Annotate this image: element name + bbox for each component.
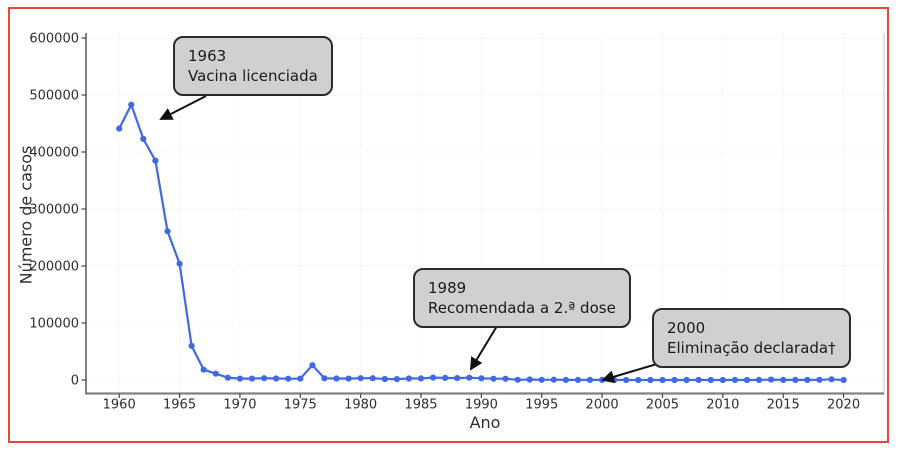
data-point — [731, 376, 739, 383]
y-tick-label: 0 — [71, 374, 79, 389]
data-point — [442, 374, 449, 381]
annotation-label: Eliminação declarada† — [667, 339, 836, 357]
data-point — [526, 376, 533, 383]
data-point — [828, 376, 835, 383]
data-point — [285, 375, 292, 382]
data-point — [321, 375, 328, 382]
data-point — [309, 362, 316, 369]
series-casos — [116, 101, 847, 384]
annotation-box-1989: 1989 Recomendada a 2.ª dose — [413, 268, 631, 328]
data-point — [333, 375, 340, 382]
data-point — [816, 376, 823, 383]
y-tick-label: 400000 — [29, 146, 79, 161]
x-tick-label: 2010 — [706, 398, 739, 413]
x-tick-label: 1995 — [525, 398, 558, 413]
annotation-label: Vacina licenciada — [188, 67, 318, 85]
data-point — [345, 375, 352, 382]
x-tick-label: 1960 — [103, 398, 136, 413]
annotation-year: 1963 — [188, 47, 227, 65]
x-tick-label: 1975 — [284, 398, 317, 413]
y-tick-label: 500000 — [29, 89, 79, 104]
data-point — [273, 375, 280, 382]
data-point — [683, 376, 690, 384]
data-point — [755, 376, 763, 383]
x-tick-label: 1970 — [223, 398, 256, 413]
data-point — [164, 228, 171, 235]
data-point — [707, 376, 714, 384]
data-point — [212, 370, 219, 377]
x-tick-label: 2020 — [827, 398, 860, 413]
data-point — [116, 125, 123, 132]
data-point — [768, 376, 775, 383]
data-point — [502, 375, 509, 382]
x-tick-label: 1965 — [163, 398, 196, 413]
data-point — [128, 101, 135, 108]
data-point — [393, 376, 400, 383]
data-point — [405, 375, 412, 382]
data-point — [176, 260, 183, 267]
axis-ticks: 1960 1965 1970 1975 1980 1985 1990 1995 2000 2005… — [29, 32, 860, 413]
x-tick-label: 1980 — [344, 398, 377, 413]
data-point — [780, 376, 787, 383]
x-axis-label: Ano — [469, 413, 501, 432]
annotation-arrow — [159, 95, 207, 120]
data-point — [297, 375, 304, 382]
annotation-year: 2000 — [667, 319, 706, 337]
data-point — [550, 376, 557, 383]
data-point — [188, 342, 195, 349]
annotation-arrow — [601, 363, 658, 384]
annotation-label: Recomendada a 2.ª dose — [428, 299, 616, 317]
axes-spines — [85, 33, 885, 395]
data-point — [369, 375, 376, 382]
data-point — [430, 374, 437, 381]
y-tick-label: 100000 — [29, 317, 79, 332]
data-point — [574, 376, 582, 383]
data-point — [417, 375, 425, 382]
data-point — [635, 376, 642, 384]
data-point — [840, 376, 847, 384]
data-point — [248, 375, 256, 382]
data-point — [200, 366, 207, 373]
data-point — [454, 375, 461, 382]
y-axis-label: Número de casos — [16, 145, 36, 285]
data-point — [224, 374, 231, 381]
y-tick-label: 300000 — [29, 203, 79, 218]
data-point — [236, 375, 243, 382]
y-tick-label: 200000 — [29, 260, 79, 275]
data-point — [466, 374, 473, 381]
y-tick-label: 600000 — [29, 32, 79, 47]
annotation-year: 1989 — [428, 279, 467, 297]
annotation-box-1963: 1963 Vacina licenciada — [173, 36, 333, 96]
data-point — [381, 375, 388, 383]
x-tick-label: 1985 — [404, 398, 437, 413]
data-point — [152, 157, 159, 164]
annotation-arrow — [469, 325, 498, 371]
annotation-box-2000: 2000 Eliminação declarada† — [652, 308, 851, 368]
annotation-arrows — [159, 95, 658, 384]
data-point — [659, 376, 666, 384]
data-point — [514, 376, 521, 383]
data-point — [586, 376, 594, 383]
data-point — [478, 375, 485, 382]
x-tick-label: 2015 — [767, 398, 800, 413]
data-point — [357, 375, 364, 382]
data-point — [261, 375, 268, 382]
data-point — [490, 375, 497, 382]
data-point — [804, 376, 811, 383]
data-point — [538, 376, 545, 383]
data-point — [743, 376, 751, 384]
x-tick-label: 2000 — [586, 398, 619, 413]
data-point — [562, 376, 570, 383]
data-point — [623, 376, 630, 384]
x-tick-label: 2005 — [646, 398, 679, 413]
data-point — [671, 376, 678, 384]
data-point — [695, 376, 702, 383]
data-point — [792, 376, 799, 383]
data-point — [719, 376, 726, 384]
x-tick-label: 1990 — [465, 398, 498, 413]
data-point — [140, 135, 147, 142]
data-point — [647, 376, 654, 384]
